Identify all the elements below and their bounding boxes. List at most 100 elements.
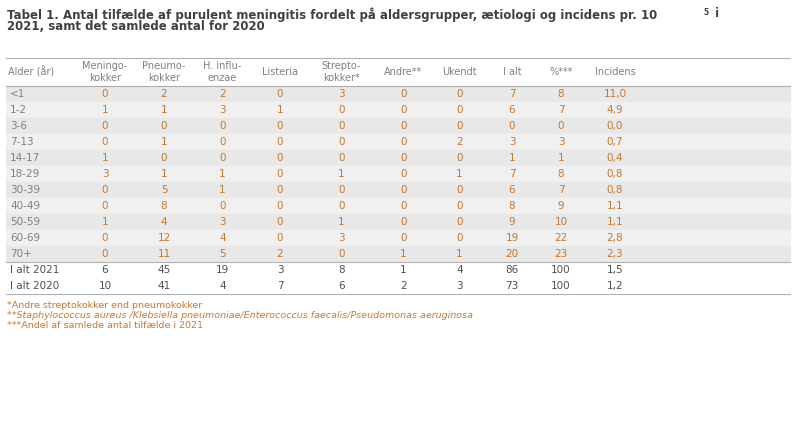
Text: 0: 0 [277,201,283,211]
Text: 8: 8 [558,169,564,179]
Text: 8: 8 [161,201,167,211]
Text: 5: 5 [161,185,167,195]
Text: 14-17: 14-17 [10,153,40,163]
Text: 1: 1 [338,169,345,179]
Text: Pneumo-
kokker: Pneumo- kokker [142,61,186,83]
Text: 0: 0 [338,185,345,195]
Text: 4: 4 [219,233,226,243]
Text: 19: 19 [506,233,518,243]
Text: 0: 0 [456,233,462,243]
Text: 86: 86 [506,265,518,275]
Text: 0: 0 [277,153,283,163]
Text: 30-39: 30-39 [10,185,40,195]
Text: 20: 20 [506,249,518,259]
Text: 22: 22 [554,233,568,243]
Text: 1: 1 [102,217,108,227]
Text: 0: 0 [102,121,108,131]
Text: **Staphylococcus aureus /Klebsiella pneumoniae/Enterococcus faecalis/Pseudomonas: **Staphylococcus aureus /Klebsiella pneu… [7,311,473,320]
Text: 0: 0 [277,89,283,99]
Text: 70+: 70+ [10,249,32,259]
Text: 0: 0 [277,185,283,195]
Text: 9: 9 [558,201,564,211]
Text: 0: 0 [456,185,462,195]
Text: 0: 0 [456,89,462,99]
Text: 0,8: 0,8 [606,169,623,179]
Text: 0: 0 [161,121,167,131]
Text: 3: 3 [509,137,515,147]
Text: 18-29: 18-29 [10,169,40,179]
Text: 0: 0 [161,153,167,163]
Text: 0: 0 [400,201,406,211]
Text: 1: 1 [161,169,167,179]
Text: 3: 3 [219,105,226,115]
Text: 1: 1 [400,265,407,275]
Text: Incidens: Incidens [594,67,635,77]
Text: 8: 8 [509,201,515,211]
Text: 12: 12 [158,233,170,243]
Text: 0: 0 [102,137,108,147]
Text: 0: 0 [219,201,226,211]
Text: 0: 0 [102,249,108,259]
Text: 6: 6 [338,281,345,291]
Text: 2,8: 2,8 [606,233,623,243]
Text: I alt 2020: I alt 2020 [10,281,59,291]
Text: 0: 0 [400,233,406,243]
Text: 1-2: 1-2 [10,105,27,115]
Text: 0: 0 [558,121,564,131]
Text: 0: 0 [102,185,108,195]
Text: %***: %*** [550,67,573,77]
Text: 3: 3 [338,233,345,243]
Text: 1: 1 [456,169,463,179]
Text: 40-49: 40-49 [10,201,40,211]
Text: 0: 0 [456,201,462,211]
Text: 0: 0 [277,217,283,227]
Text: 50-59: 50-59 [10,217,40,227]
Text: 0: 0 [400,217,406,227]
Text: 6: 6 [509,105,515,115]
Text: Andre**: Andre** [384,67,422,77]
Text: 19: 19 [216,265,229,275]
Text: 7: 7 [277,281,283,291]
Text: 0: 0 [338,249,345,259]
Text: Meningo-
kokker: Meningo- kokker [82,61,128,83]
Text: 5: 5 [703,8,708,17]
Text: 0: 0 [277,137,283,147]
Text: 1: 1 [338,217,345,227]
Text: i: i [711,7,719,20]
Text: 73: 73 [506,281,518,291]
Text: Listeria: Listeria [262,67,298,77]
Text: 6: 6 [509,185,515,195]
Text: 9: 9 [509,217,515,227]
Text: 0,4: 0,4 [606,153,623,163]
Text: I alt: I alt [502,67,522,77]
Text: 7: 7 [558,185,564,195]
Text: 0,0: 0,0 [607,121,623,131]
Text: 1: 1 [400,249,407,259]
Text: 8: 8 [558,89,564,99]
Text: 3: 3 [102,169,108,179]
Text: 0: 0 [400,137,406,147]
Text: 1: 1 [558,153,564,163]
Text: 2: 2 [277,249,283,259]
Text: 0: 0 [456,217,462,227]
Text: Strepto-
kokker*: Strepto- kokker* [322,61,361,83]
Text: 0: 0 [456,121,462,131]
Text: 4: 4 [161,217,167,227]
Text: Ukendt: Ukendt [442,67,477,77]
Text: 0: 0 [277,233,283,243]
Text: 2: 2 [161,89,167,99]
Text: 1: 1 [277,105,283,115]
Text: 0: 0 [219,137,226,147]
Text: 0: 0 [277,169,283,179]
Text: 60-69: 60-69 [10,233,40,243]
Text: 10: 10 [554,217,567,227]
Text: 2,3: 2,3 [606,249,623,259]
Text: 0: 0 [338,137,345,147]
Text: 0: 0 [338,153,345,163]
Text: 0: 0 [509,121,515,131]
Text: 5: 5 [219,249,226,259]
Text: 0: 0 [400,121,406,131]
Text: 6: 6 [102,265,108,275]
Text: 0: 0 [102,233,108,243]
Text: 1: 1 [219,169,226,179]
